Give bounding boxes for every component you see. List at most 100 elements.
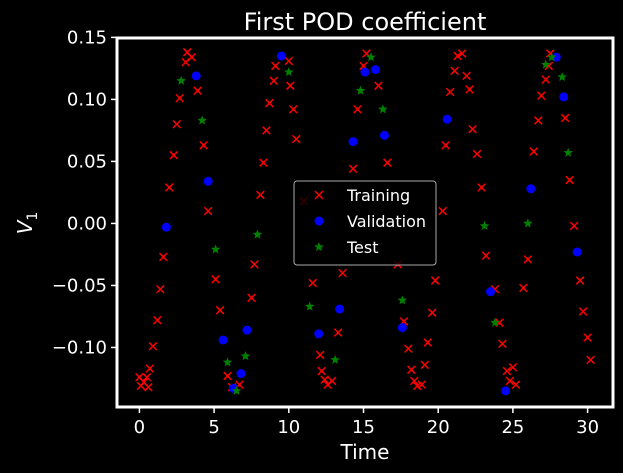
data-point-training-63 [438,206,448,216]
data-point-training-22 [223,371,232,381]
data-point-training-79 [505,376,515,386]
data-point-test-11 [366,52,376,62]
data-point-training-91 [565,175,575,185]
data-point-training-92 [569,221,579,231]
data-point-training-60 [423,338,433,347]
y-tick-label-4: 0.10 [67,89,107,110]
data-point-training-66 [450,66,459,76]
plot-area [135,47,595,396]
data-point-training-26 [250,260,259,269]
data-point-training-13 [175,93,185,103]
plot-frame [115,36,615,409]
data-point-training-3 [142,372,152,382]
x-tick-label-0: 0 [134,417,145,438]
data-point-test-16 [523,218,533,228]
data-point-training-78 [502,366,512,376]
legend: Training Validation Test [293,180,437,266]
data-point-training-71 [468,124,477,134]
legend-frame [293,180,437,266]
data-point-validation-6 [242,325,252,335]
data-point-training-58 [417,380,427,390]
data-point-training-4 [144,382,153,392]
data-point-training-39 [315,350,325,360]
legend-entry-test: Test [314,238,379,257]
data-point-validation-0 [161,222,171,232]
legend-marker-validation [314,216,324,226]
y-tick-label-3: 0.05 [67,151,107,172]
y-axis-title-main: V [13,219,37,234]
data-point-test-10 [355,85,366,95]
data-point-training-94 [578,307,588,316]
data-point-test-3 [222,357,233,367]
x-axis-title: Time [340,440,390,464]
data-point-training-18 [199,140,208,150]
data-point-validation-3 [218,335,228,345]
data-point-validation-14 [397,323,407,333]
data-point-training-64 [441,140,451,150]
data-point-test-2 [210,244,221,254]
data-point-test-18 [546,52,557,62]
y-axis-title-subscript: 1 [25,212,41,221]
data-point-test-12 [378,104,388,114]
legend-marker-training [314,190,324,200]
data-point-training-87 [541,75,551,84]
x-tick-label-20: 20 [427,417,450,438]
legend-label-validation: Validation [347,212,426,231]
y-tick-label-1: −0.05 [52,275,107,296]
legend-entry-training: Training [314,186,410,205]
data-point-training-95 [583,333,592,342]
data-point-training-6 [148,341,158,351]
data-point-test-19 [557,72,567,82]
data-point-training-70 [465,85,474,94]
data-point-training-77 [498,339,507,349]
data-point-training-54 [403,344,413,354]
data-point-validation-2 [203,176,213,186]
y-tick-label-5: 0.15 [67,27,107,48]
data-point-test-13 [397,295,408,305]
data-point-training-74 [481,251,491,261]
data-point-validation-17 [500,386,510,396]
data-point-training-82 [519,283,528,293]
x-tick-label-30: 30 [576,417,599,438]
data-point-training-33 [284,56,294,66]
data-point-training-61 [427,308,437,318]
data-point-training-96 [586,355,595,365]
data-point-training-84 [529,147,539,156]
data-point-training-16 [187,52,197,62]
data-point-validation-16 [485,287,495,297]
data-point-validation-10 [348,137,358,147]
data-point-test-14 [479,220,490,230]
data-point-training-17 [193,86,203,96]
data-point-training-34 [285,81,295,91]
data-point-training-56 [409,376,419,386]
data-point-training-80 [508,362,518,372]
data-point-test-9 [330,354,340,364]
y-axis-title: V1 [13,212,41,235]
data-point-training-20 [211,274,220,284]
legend-label-training: Training [346,186,410,205]
data-point-training-50 [374,81,383,91]
data-point-test-0 [176,75,186,85]
data-point-training-86 [536,91,546,101]
data-point-training-73 [477,183,486,192]
data-point-training-65 [445,87,455,97]
data-point-test-8 [304,301,315,311]
data-point-training-30 [265,98,274,108]
axes: 0 5 10 15 20 25 30 −0.10 −0.05 0.00 0.05 0.10 0.15 [52,27,615,438]
data-point-validation-9 [335,304,345,314]
data-point-validation-20 [559,92,569,102]
data-point-validation-5 [236,369,246,379]
data-point-training-69 [462,71,471,81]
data-point-training-41 [320,375,329,385]
data-point-validation-21 [572,247,582,257]
data-point-validation-18 [526,184,536,194]
data-point-training-28 [259,158,268,167]
data-point-training-47 [353,104,362,114]
data-point-test-7 [284,67,294,77]
legend-entry-validation: Validation [314,212,426,231]
x-tick-label-5: 5 [208,417,219,438]
y-tick-label-2: 0.00 [67,213,107,234]
data-point-test-20 [563,147,573,157]
data-point-training-51 [383,158,392,167]
